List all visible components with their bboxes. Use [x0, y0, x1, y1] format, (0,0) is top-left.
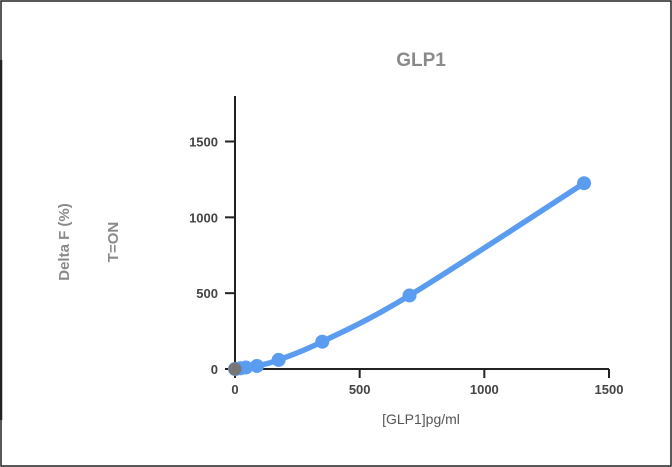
chart-title: GLP1 [396, 50, 446, 71]
data-point [402, 288, 417, 303]
data-point [238, 360, 253, 375]
data-point [271, 352, 286, 367]
data-point [577, 176, 592, 191]
y-tick-label: 1000 [189, 210, 218, 225]
y-axis-sublabel: T=ON [105, 222, 122, 262]
x-axis-label: [GLP1]pg/ml [382, 411, 460, 427]
y-tick-label: 1500 [189, 135, 218, 150]
data-point [249, 358, 264, 373]
x-tick-label: 1000 [470, 382, 499, 397]
y-tick-label: 0 [211, 362, 218, 377]
axes: 0 500 1000 1500 0 500 1000 1500 [189, 96, 623, 397]
series-line [232, 180, 587, 372]
x-tick-label: 500 [349, 382, 371, 397]
x-tick-label: 0 [231, 382, 238, 397]
y-axis-label: Delta F (%) [56, 203, 73, 281]
plot-area [228, 176, 592, 376]
reference-point [228, 362, 242, 376]
y-tick-label: 500 [196, 286, 218, 301]
x-tick-label: 1500 [595, 382, 624, 397]
data-point [315, 334, 330, 349]
